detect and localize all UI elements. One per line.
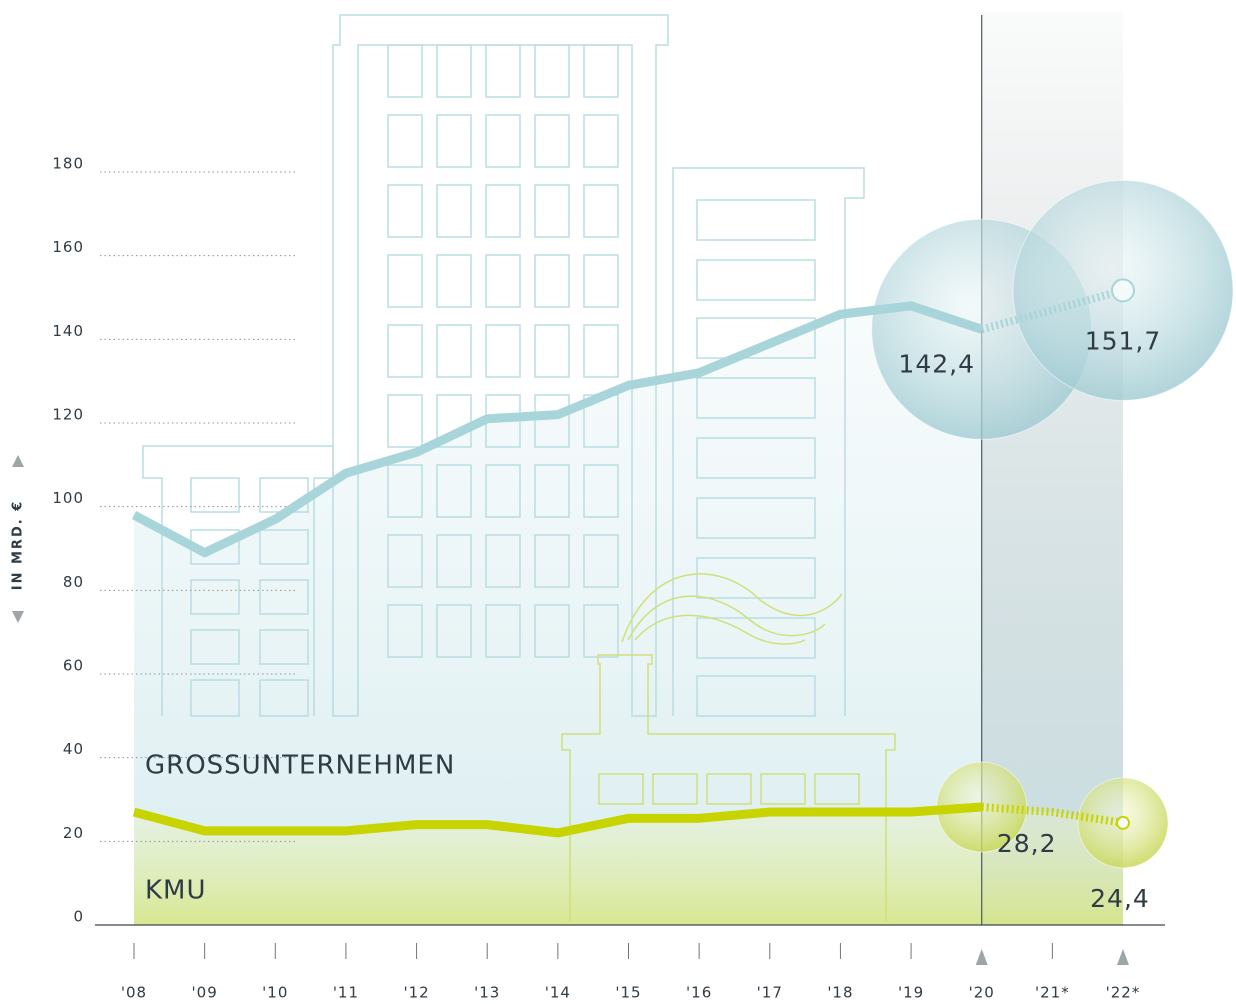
y-tick-label: 140 (52, 322, 84, 340)
window (485, 254, 521, 308)
window (583, 534, 619, 588)
window (534, 324, 570, 378)
y-tick-label: 100 (52, 489, 84, 507)
window (583, 324, 619, 378)
window (485, 324, 521, 378)
window (485, 114, 521, 168)
x-tick-label: '10 (262, 984, 288, 1002)
series-label: KMU (145, 876, 207, 906)
area-fill (134, 290, 1123, 926)
x-tick-label: '17 (757, 984, 783, 1002)
window (387, 324, 423, 378)
x-tick-label: '16 (686, 984, 712, 1002)
forecast-end-dot (1116, 815, 1130, 830)
window (387, 464, 423, 518)
x-tick-label: '20 (969, 984, 995, 1002)
x-tick-label: '13 (474, 984, 500, 1002)
y-tick-label: 60 (63, 657, 84, 675)
window (534, 604, 570, 658)
window (436, 464, 472, 518)
window (387, 184, 423, 238)
window (534, 394, 570, 448)
series-label: GROSSUNTERNEHMEN (145, 751, 455, 781)
x-tick-label: '08 (121, 984, 147, 1002)
window (534, 254, 570, 308)
window (387, 534, 423, 588)
buildings-decoration (142, 14, 896, 922)
y-tick-label: 80 (63, 573, 84, 591)
window (534, 534, 570, 588)
window (534, 44, 570, 98)
value-label: 28,2 (997, 829, 1057, 858)
x-tick-label: '19 (898, 984, 924, 1002)
x-tick-label: '11 (333, 984, 359, 1002)
y-tick-label: 40 (63, 740, 84, 758)
x-tick-label: '22* (1106, 984, 1141, 1002)
area-fill (134, 807, 1123, 925)
window (583, 44, 619, 98)
window (387, 114, 423, 168)
window (583, 464, 619, 518)
window (485, 534, 521, 588)
window (436, 114, 472, 168)
x-tick-label: '14 (545, 984, 571, 1002)
forecast-end-dot (1111, 278, 1135, 303)
x-tick-label: '12 (403, 984, 429, 1002)
y-tick-label: 160 (52, 238, 84, 256)
x-tick-marker (975, 949, 988, 965)
window (436, 394, 472, 448)
value-label: 24,4 (1090, 884, 1150, 913)
window (436, 324, 472, 378)
x-tick-label: '21* (1035, 984, 1070, 1002)
window (583, 604, 619, 658)
window (485, 44, 521, 98)
value-label: 151,7 (1085, 326, 1162, 355)
window (387, 394, 423, 448)
x-tick-label: '18 (827, 984, 853, 1002)
window (534, 114, 570, 168)
x-tick-label: '15 (615, 984, 641, 1002)
window (485, 464, 521, 518)
y-tick-label: 180 (52, 155, 84, 173)
window (436, 184, 472, 238)
x-tick-label: '09 (192, 984, 218, 1002)
window (387, 44, 423, 98)
window (534, 184, 570, 238)
window (485, 604, 521, 658)
y-tick-label: 120 (52, 406, 84, 424)
window (387, 254, 423, 308)
line (132, 802, 983, 838)
y-tick-label: 20 (63, 824, 84, 842)
window (583, 184, 619, 238)
window (436, 604, 472, 658)
window (387, 604, 423, 658)
y-axis-label: IN MRD. € (11, 500, 26, 591)
value-label: 142,4 (898, 349, 975, 378)
window (436, 254, 472, 308)
window (436, 44, 472, 98)
window (485, 184, 521, 238)
window (583, 114, 619, 168)
line (131, 301, 984, 558)
window (534, 464, 570, 518)
x-tick-marker (1117, 949, 1129, 965)
window (436, 534, 472, 588)
window (583, 254, 619, 308)
y-tick-label: 0 (73, 908, 84, 926)
forecast-line (981, 803, 1124, 827)
